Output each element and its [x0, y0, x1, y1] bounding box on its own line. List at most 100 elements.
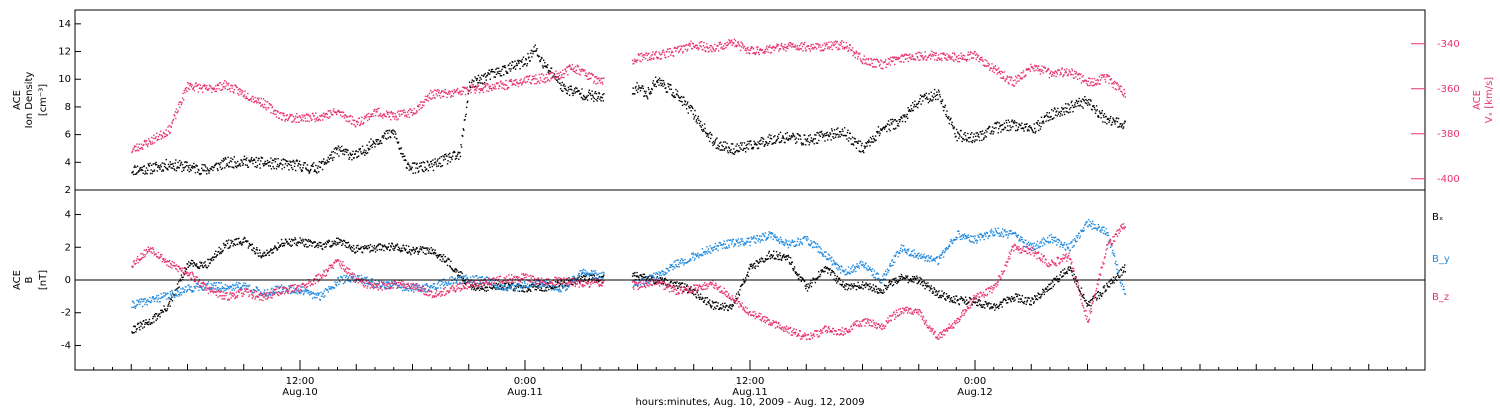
data-point	[1058, 69, 1061, 72]
data-point	[185, 86, 188, 89]
data-point	[487, 289, 489, 292]
data-point	[699, 293, 702, 295]
data-point	[485, 85, 487, 87]
data-point	[271, 249, 274, 251]
data-point	[990, 132, 992, 135]
data-point	[712, 308, 715, 310]
data-point	[145, 322, 148, 324]
data-point	[806, 138, 809, 140]
data-point	[302, 240, 305, 242]
data-point	[730, 39, 733, 41]
data-point	[156, 313, 158, 315]
data-point	[238, 241, 241, 244]
data-point	[975, 135, 977, 138]
data-point	[755, 265, 757, 267]
data-point	[270, 112, 272, 114]
data-point	[540, 79, 542, 81]
data-point	[983, 64, 985, 66]
data-point	[1071, 69, 1074, 72]
data-point	[909, 57, 912, 60]
data-point	[782, 135, 784, 137]
data-point	[235, 162, 237, 164]
data-point	[1006, 296, 1008, 299]
data-point	[999, 124, 1002, 127]
data-point	[955, 59, 957, 61]
data-point	[480, 88, 482, 91]
data-point	[706, 303, 708, 306]
data-point	[582, 280, 584, 283]
data-point	[855, 50, 858, 52]
data-point	[479, 88, 481, 90]
data-point	[767, 136, 769, 138]
data-point	[149, 162, 151, 165]
data-point	[482, 91, 485, 93]
data-point	[313, 115, 315, 117]
data-point	[568, 94, 571, 96]
data-point	[865, 282, 867, 284]
data-point	[678, 96, 680, 98]
data-point	[514, 84, 517, 86]
data-point	[660, 277, 662, 279]
data-point	[748, 268, 751, 270]
data-point	[288, 169, 290, 171]
data-point	[574, 92, 576, 94]
data-point	[696, 122, 698, 124]
data-point	[162, 131, 165, 134]
data-point	[1066, 111, 1069, 113]
data-point	[966, 58, 968, 61]
data-point	[133, 331, 135, 334]
data-point	[593, 82, 595, 84]
data-point	[980, 306, 983, 308]
data-point	[460, 271, 462, 273]
data-point	[474, 85, 477, 88]
data-point	[436, 255, 438, 257]
data-point	[1005, 122, 1008, 124]
data-point	[325, 112, 328, 115]
data-point	[330, 244, 332, 247]
data-point	[958, 54, 960, 57]
data-point	[492, 286, 494, 289]
data-point	[962, 138, 965, 140]
data-point	[438, 94, 441, 97]
data-point	[727, 43, 729, 45]
data-point	[786, 137, 788, 139]
data-point	[315, 171, 318, 173]
data-point	[868, 288, 870, 291]
data-point	[243, 236, 246, 239]
data-point	[351, 250, 353, 252]
data-point	[685, 285, 688, 287]
data-point	[702, 49, 704, 51]
data-point	[159, 164, 162, 166]
data-point	[948, 296, 950, 299]
data-point	[708, 50, 710, 53]
data-point	[199, 87, 201, 89]
data-point	[242, 95, 245, 97]
data-point	[189, 168, 192, 171]
data-point	[737, 41, 739, 44]
data-point	[366, 119, 369, 122]
data-point	[852, 285, 855, 288]
data-point	[144, 170, 147, 172]
data-point	[157, 315, 159, 317]
data-point	[306, 164, 309, 166]
data-point	[719, 41, 722, 43]
data-point	[315, 117, 318, 120]
data-point	[390, 131, 392, 133]
data-point	[337, 243, 339, 246]
data-point	[543, 78, 545, 80]
data-point	[192, 88, 194, 90]
data-point	[652, 51, 654, 53]
data-point	[804, 134, 806, 137]
data-point	[334, 152, 336, 154]
data-point	[581, 276, 584, 278]
data-point	[134, 150, 137, 152]
data-point	[814, 281, 817, 284]
data-point	[495, 288, 497, 291]
data-point	[436, 160, 439, 162]
data-point	[1050, 75, 1053, 77]
data-point	[569, 65, 571, 68]
data-point	[693, 118, 695, 120]
data-point	[487, 72, 489, 74]
data-point	[689, 287, 691, 289]
data-point	[287, 242, 290, 244]
